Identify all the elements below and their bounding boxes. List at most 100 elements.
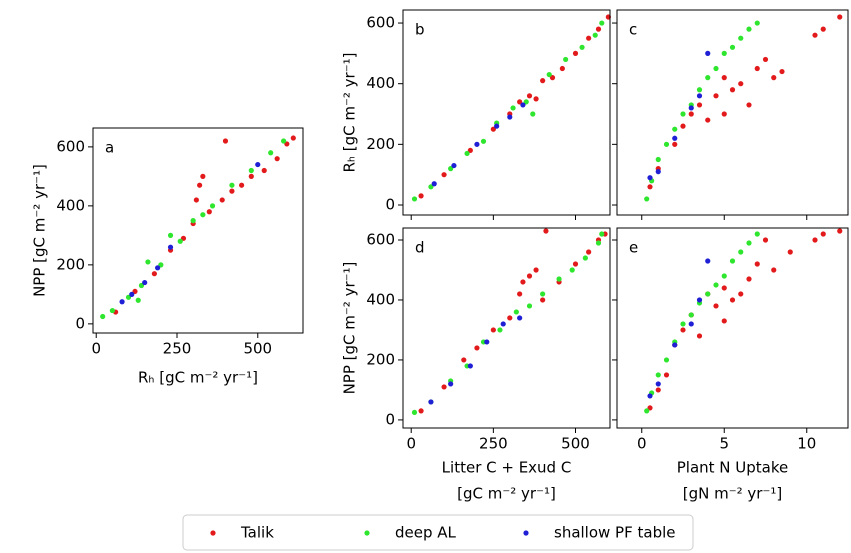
x-tick-label: 500: [561, 435, 590, 453]
point: [713, 93, 719, 99]
series: [113, 135, 296, 315]
point: [209, 203, 216, 209]
point: [672, 135, 678, 141]
point: [762, 56, 769, 63]
point: [779, 68, 785, 75]
point: [599, 20, 605, 26]
point: [713, 303, 719, 309]
point: [197, 182, 203, 188]
panel-label: a: [105, 139, 114, 157]
legend-box: [182, 514, 694, 551]
point: [672, 126, 678, 132]
point: [586, 249, 592, 255]
y-tick-label: 400: [366, 74, 395, 92]
axes-frame: [616, 227, 849, 429]
point: [729, 258, 736, 264]
x-axis-label: [gC m⁻² yr⁻¹]: [457, 485, 556, 503]
point: [451, 162, 457, 169]
point: [696, 297, 703, 303]
point: [559, 65, 565, 72]
point: [533, 96, 539, 102]
panel-label: b: [415, 21, 425, 39]
point: [255, 161, 261, 168]
legend-marker: [210, 530, 216, 536]
point: [448, 166, 454, 172]
y-tick-label: 0: [385, 195, 395, 213]
point: [549, 75, 556, 81]
point: [837, 228, 843, 234]
point: [647, 175, 653, 181]
point: [655, 169, 661, 175]
y-tick-label: 200: [56, 255, 85, 273]
point: [696, 87, 703, 93]
point: [672, 141, 678, 147]
point: [705, 50, 711, 56]
series: [428, 315, 523, 405]
point: [261, 167, 267, 174]
point: [490, 327, 496, 333]
legend-label: shallow PF table: [554, 524, 676, 542]
point: [592, 32, 598, 38]
point: [441, 384, 447, 390]
point: [222, 138, 229, 144]
y-tick-label: 600: [56, 137, 85, 155]
point: [268, 150, 274, 156]
x-tick-label: 250: [163, 340, 192, 358]
x-tick-label: 250: [479, 435, 508, 453]
point: [119, 299, 125, 305]
point: [729, 297, 736, 303]
point: [109, 307, 115, 314]
y-tick-label: 600: [366, 230, 395, 248]
point: [771, 75, 777, 81]
point: [688, 312, 694, 318]
point: [579, 44, 585, 50]
point: [688, 105, 694, 111]
point: [713, 282, 719, 288]
point: [543, 228, 549, 234]
point: [431, 181, 437, 187]
point: [177, 238, 183, 244]
point: [219, 197, 225, 203]
axes-frame: [402, 227, 611, 429]
point: [655, 372, 661, 378]
point: [411, 409, 418, 416]
point: [582, 255, 588, 261]
point: [467, 147, 473, 154]
series: [644, 20, 760, 202]
point: [464, 150, 470, 157]
point: [705, 117, 711, 123]
point: [655, 381, 661, 387]
point: [190, 218, 196, 224]
y-tick-label: 400: [366, 290, 395, 308]
point: [721, 111, 727, 117]
point: [474, 141, 480, 147]
point: [507, 114, 513, 120]
series: [647, 50, 711, 181]
point: [746, 240, 752, 246]
x-tick-label: 5: [719, 435, 729, 453]
point: [754, 20, 760, 26]
point: [663, 357, 670, 363]
point: [644, 408, 650, 414]
point: [135, 297, 141, 303]
point: [696, 333, 703, 339]
point: [546, 71, 552, 78]
point: [523, 99, 529, 105]
point: [837, 14, 843, 20]
point: [520, 102, 526, 108]
series: [418, 228, 608, 414]
point: [530, 111, 536, 117]
point: [497, 327, 503, 333]
point: [771, 267, 777, 273]
point: [281, 138, 287, 144]
x-axis-label: Rₕ [gC m⁻² yr⁻¹]: [138, 369, 258, 387]
point: [680, 123, 686, 129]
point: [540, 78, 546, 84]
panel-label: c: [629, 21, 637, 39]
series: [647, 14, 843, 190]
point: [556, 276, 562, 282]
series: [411, 231, 605, 416]
series: [647, 258, 711, 399]
point: [448, 381, 454, 387]
